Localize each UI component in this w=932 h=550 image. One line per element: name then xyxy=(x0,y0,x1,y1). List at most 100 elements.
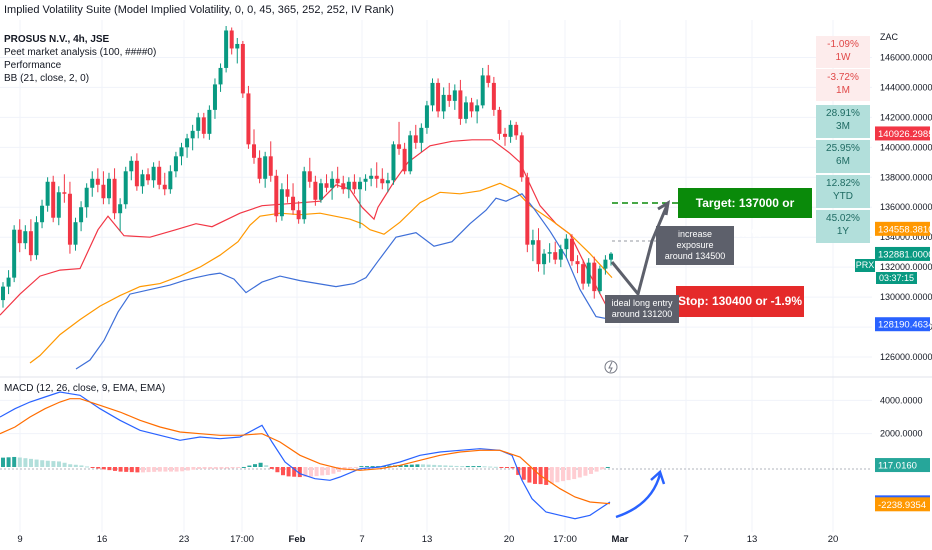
implied-volatility-suite-label[interactable]: Implied Volatility Suite (Model Implied … xyxy=(4,4,394,16)
candle xyxy=(581,259,586,290)
price-tag: 134558.3810 xyxy=(878,224,932,235)
time-tick-label: 13 xyxy=(747,534,758,545)
macd-histogram-bar xyxy=(437,465,442,467)
macd-axis[interactable]: 4000.0000 2000.0000 xyxy=(880,395,923,438)
performance-period: 1W xyxy=(835,52,851,63)
candle xyxy=(413,124,418,149)
macd-histogram-bar xyxy=(169,467,173,472)
candle xyxy=(385,172,390,193)
indicator-label-bb[interactable]: BB (21, close, 2, 0) xyxy=(4,73,90,84)
macd-value-tag: 117.0160 xyxy=(878,461,917,472)
macd-histogram-bar xyxy=(404,464,409,467)
increase-exposure-note[interactable]: increase exposure around 134500 xyxy=(656,226,734,265)
macd-histogram-bar xyxy=(348,467,353,469)
candle xyxy=(252,129,257,164)
candle xyxy=(140,169,145,194)
candle xyxy=(575,255,580,274)
flash-icon[interactable] xyxy=(604,360,618,374)
performance-cell-1m: -3.72% 1M xyxy=(816,69,870,101)
macd-histogram-bar xyxy=(544,467,549,485)
candle xyxy=(151,162,156,188)
candle xyxy=(558,244,563,268)
macd-histogram-bar xyxy=(561,467,565,482)
candle xyxy=(296,201,301,224)
indicator-label-peet[interactable]: Peet market analysis (100, ####0) xyxy=(4,47,157,58)
candle xyxy=(224,25,229,73)
macd-histogram-bar xyxy=(303,467,308,477)
candle xyxy=(51,175,56,223)
chart-title[interactable]: PROSUS N.V., 4h, JSE xyxy=(4,34,110,45)
performance-period: 6M xyxy=(836,156,850,167)
ideal-long-entry-note[interactable]: ideal long entry around 131200 xyxy=(605,295,679,323)
candle xyxy=(553,241,558,265)
macd-histogram-bar xyxy=(398,465,403,467)
macd-histogram-bar xyxy=(387,465,392,467)
candle xyxy=(67,181,72,254)
macd-histogram xyxy=(1,456,610,485)
time-tick-label: 7 xyxy=(683,534,688,545)
candle xyxy=(201,112,206,139)
candle xyxy=(207,105,212,140)
macd-histogram-bar xyxy=(600,467,605,470)
macd-histogram-bar xyxy=(465,466,470,468)
macd-histogram-bar xyxy=(129,467,134,473)
macd-histogram-bar xyxy=(146,467,151,473)
performance-value: 12.82% xyxy=(826,178,860,189)
macd-histogram-bar xyxy=(314,467,319,477)
macd-histogram-bar xyxy=(505,467,509,468)
candle xyxy=(95,168,100,193)
price-axis[interactable]: 146000.0000 144000.0000 142000.0000 140000.… xyxy=(880,52,932,362)
candle xyxy=(101,171,106,205)
candle xyxy=(23,225,28,250)
candle xyxy=(6,270,11,295)
candle xyxy=(190,124,195,151)
macd-histogram-bar xyxy=(510,467,515,469)
macd-histogram-bar xyxy=(45,460,50,467)
candle xyxy=(129,156,134,181)
candle xyxy=(503,127,508,146)
indicator-label-performance[interactable]: Performance xyxy=(4,60,62,71)
projection-zigzag xyxy=(610,202,670,298)
chart-info: PROSUS N.V., 4h, JSE Peet market analysi… xyxy=(4,33,156,85)
candle xyxy=(318,178,323,203)
macd-histogram-bar xyxy=(572,467,577,480)
candle xyxy=(196,112,201,139)
macd-histogram-bar xyxy=(6,457,11,467)
performance-cell-1y: 45.02% 1Y xyxy=(816,210,870,243)
time-axis[interactable]: 9 16 23 17:00 Feb 7 13 20 17:00 Mar 7 13 20 xyxy=(17,534,838,545)
macd-histogram-bar xyxy=(409,464,414,467)
candle xyxy=(307,157,312,188)
macd-histogram-bar xyxy=(297,467,302,478)
candle xyxy=(408,130,413,175)
macd-histogram-bar xyxy=(421,464,425,467)
macd-histogram-bar xyxy=(202,467,207,469)
candle xyxy=(134,153,139,191)
stop-annotation[interactable]: Stop: 130400 or -1.9% xyxy=(676,286,804,317)
macd-indicator-label[interactable]: MACD (12, 26, close, 9, EMA, EMA) xyxy=(4,383,166,394)
performance-cell-3m: 28.91% 3M xyxy=(816,105,870,138)
macd-histogram-bar xyxy=(566,467,571,481)
symbol-tag[interactable]: PRX xyxy=(855,259,875,272)
candle xyxy=(246,85,251,149)
macd-histogram-bar xyxy=(488,466,493,468)
macd-histogram-bar xyxy=(499,467,504,468)
price-tick-label: 130000.0000 xyxy=(880,292,932,302)
candle xyxy=(519,132,524,182)
time-tick-label: 20 xyxy=(504,534,515,545)
macd-histogram-bar xyxy=(118,467,123,472)
macd-histogram-bar xyxy=(241,466,246,468)
price-tick-label: 136000.0000 xyxy=(880,202,932,212)
candle xyxy=(168,165,173,194)
candle xyxy=(609,252,613,266)
macd-histogram-bar xyxy=(247,465,252,467)
candle xyxy=(458,79,463,125)
price-tag: 128190.4634 xyxy=(878,320,932,331)
macd-value-tag-bg xyxy=(875,458,930,473)
macd-histogram-bar xyxy=(292,467,297,477)
price-tick-label: 132000.0000 xyxy=(880,262,932,272)
target-annotation[interactable]: Target: 137000 or +3.1% xyxy=(678,188,812,240)
candle xyxy=(106,172,111,205)
note-line: increase exposure xyxy=(676,229,714,250)
price-tick-label: 144000.0000 xyxy=(880,82,932,92)
